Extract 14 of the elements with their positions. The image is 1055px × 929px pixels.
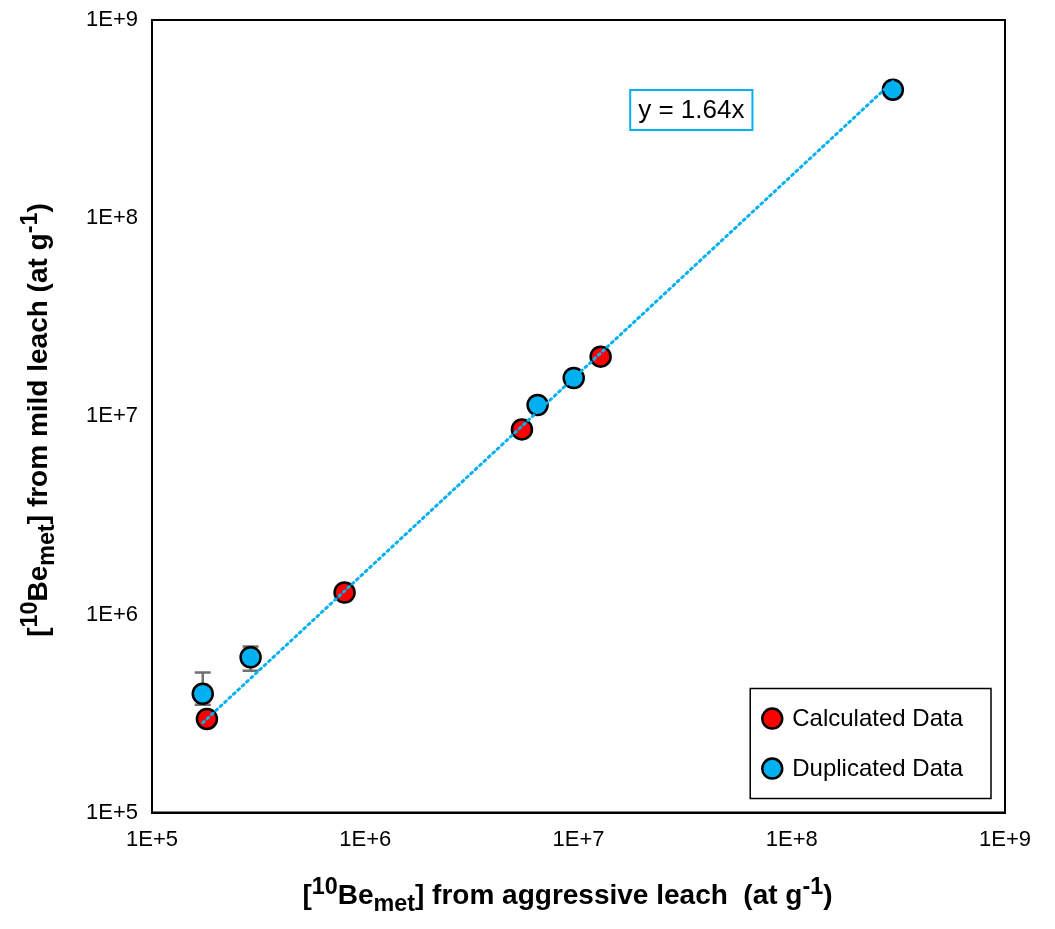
y-tick-label: 1E+6 <box>85 600 138 626</box>
y-tick-label: 1E+7 <box>85 402 138 428</box>
y-tick-label: 1E+9 <box>85 6 138 32</box>
x-tick-label: 1E+5 <box>125 825 178 851</box>
legend-label: Calculated Data <box>792 704 964 732</box>
y-tick-label: 1E+8 <box>85 204 138 230</box>
annotation: y = 1.64x <box>638 94 745 125</box>
x-tick-label: 1E+6 <box>339 825 392 851</box>
x-tick-label: 1E+8 <box>765 825 818 851</box>
legend-label: Duplicated Data <box>792 754 964 782</box>
x-axis-title: [$^{10}$Be$_{met}$] from aggressive leach (at g$^{-1}$) <box>301 873 834 917</box>
x-tick-label: 1E+9 <box>979 825 1031 851</box>
y-tick-label: 1E+5 <box>85 798 138 824</box>
x-tick-label: 1E+7 <box>552 825 605 851</box>
